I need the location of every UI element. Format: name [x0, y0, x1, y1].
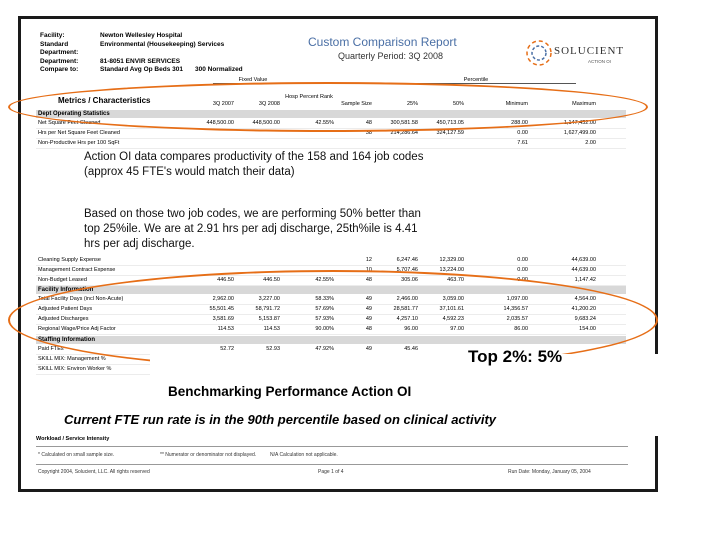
logo-mark-icon — [526, 40, 552, 66]
copyright: Copyright 2004, Solucient, LLC. All righ… — [38, 469, 150, 475]
callout-data-compare: Action OI data compares productivity of … — [84, 150, 424, 198]
footnote-not-displayed: ** Numerator or denominator not displaye… — [160, 452, 257, 458]
footer-divider — [36, 446, 628, 447]
summary-panel — [150, 354, 702, 436]
cell-min: 0.00 — [517, 267, 528, 273]
dept-label: Department: — [40, 57, 79, 65]
report-header-info: Facility: Newton Wellesley Hospital Stand… — [40, 32, 243, 75]
compare-value: Standard Avg Op Beds 301 — [100, 66, 183, 73]
table-row: Cleaning Supply Expense 12 6,247.46 12,329.… — [36, 256, 626, 266]
solucient-logo: SOLUCIENT ACTION OI — [524, 34, 624, 74]
footer-divider-2 — [36, 464, 628, 465]
benchmark-title: Benchmarking Performance Action OI — [168, 384, 412, 399]
cell-p25: 6,247.46 — [396, 257, 418, 263]
cell-max: 1,147,452.00 — [563, 120, 596, 126]
logo-tagline: ACTION OI — [588, 59, 612, 64]
footnote-small-sample: * Calculated on small sample size. — [38, 452, 115, 458]
cell-n: 12 — [365, 257, 372, 263]
group-percentile: Percentile — [376, 77, 576, 84]
std-dept-label: Standard Department: — [40, 40, 79, 57]
cell-p25: 214,286.64 — [390, 130, 418, 136]
cell-max: 2.00 — [585, 140, 596, 146]
report-period: Quarterly Period: 3Q 2008 — [338, 51, 444, 61]
table-row: Non-Productive Hrs per 100 SqFt 7.61 2.00 — [36, 139, 626, 149]
cell-min: 7.61 — [517, 140, 528, 146]
cell-min: 0.00 — [517, 130, 528, 136]
dept-value: 81-8051 ENVIR SERVICES — [100, 57, 181, 65]
cell-max: 44,639.00 — [571, 257, 596, 263]
compare-label: Compare to: — [40, 66, 79, 73]
cell-max: 1,627,499.00 — [563, 130, 596, 136]
compare-extra: 300 Normalized — [194, 66, 243, 73]
cell-p50: 324,127.59 — [436, 130, 464, 136]
workload-label: Workload / Service Intensity — [36, 436, 110, 442]
row-metric-name: SKILL MIX: Environ Worker % — [38, 366, 112, 372]
row-metric-name: Net Square Feet Cleaned — [38, 120, 101, 126]
facility-label: Facility: — [40, 32, 65, 39]
row-metric-name: SKILL MIX: Management % — [38, 356, 106, 362]
logo-name: SOLUCIENT — [554, 45, 625, 57]
report-title: Custom Comparison Report — [308, 35, 457, 49]
cell-p25: 5,707.46 — [396, 267, 418, 273]
current-fte-statement: Current FTE run rate is in the 90th perc… — [64, 412, 497, 427]
std-dept-value: Environmental (Housekeeping) Services — [100, 40, 225, 48]
top-percent-label: Top 2%: 5% — [468, 347, 563, 366]
facility-value: Newton Wellesley Hospital — [100, 32, 183, 39]
cell-p50: 13,224.00 — [439, 267, 464, 273]
row-metric-name: Hrs per Net Square Feet Cleaned — [38, 130, 120, 136]
footnote-not-applicable: N/A Calculation not applicable. — [270, 452, 338, 458]
row-metric-name: Non-Productive Hrs per 100 SqFt — [38, 140, 120, 146]
cell-n: 38 — [365, 130, 372, 136]
table-row: Hrs per Net Square Feet Cleaned 38 214,286… — [36, 129, 626, 139]
row-metric-name: Cleaning Supply Expense — [38, 257, 101, 263]
callout-performance: Based on those two job codes, we are per… — [84, 207, 434, 255]
cell-p50: 12,329.00 — [439, 257, 464, 263]
cell-max: 44,639.00 — [571, 267, 596, 273]
run-date: Run Date: Monday, January 05, 2004 — [508, 469, 591, 475]
page-number: Page 1 of 4 — [318, 469, 344, 475]
row-metric-name: Non-Budget Leased — [38, 277, 87, 283]
row-metric-name: Paid FTEs — [38, 346, 64, 352]
row-metric-name: Management Contract Expense — [38, 267, 116, 273]
cell-min: 0.00 — [517, 257, 528, 263]
highlight-oval-top — [8, 82, 648, 132]
cell-max: 1,147.42 — [574, 277, 596, 283]
